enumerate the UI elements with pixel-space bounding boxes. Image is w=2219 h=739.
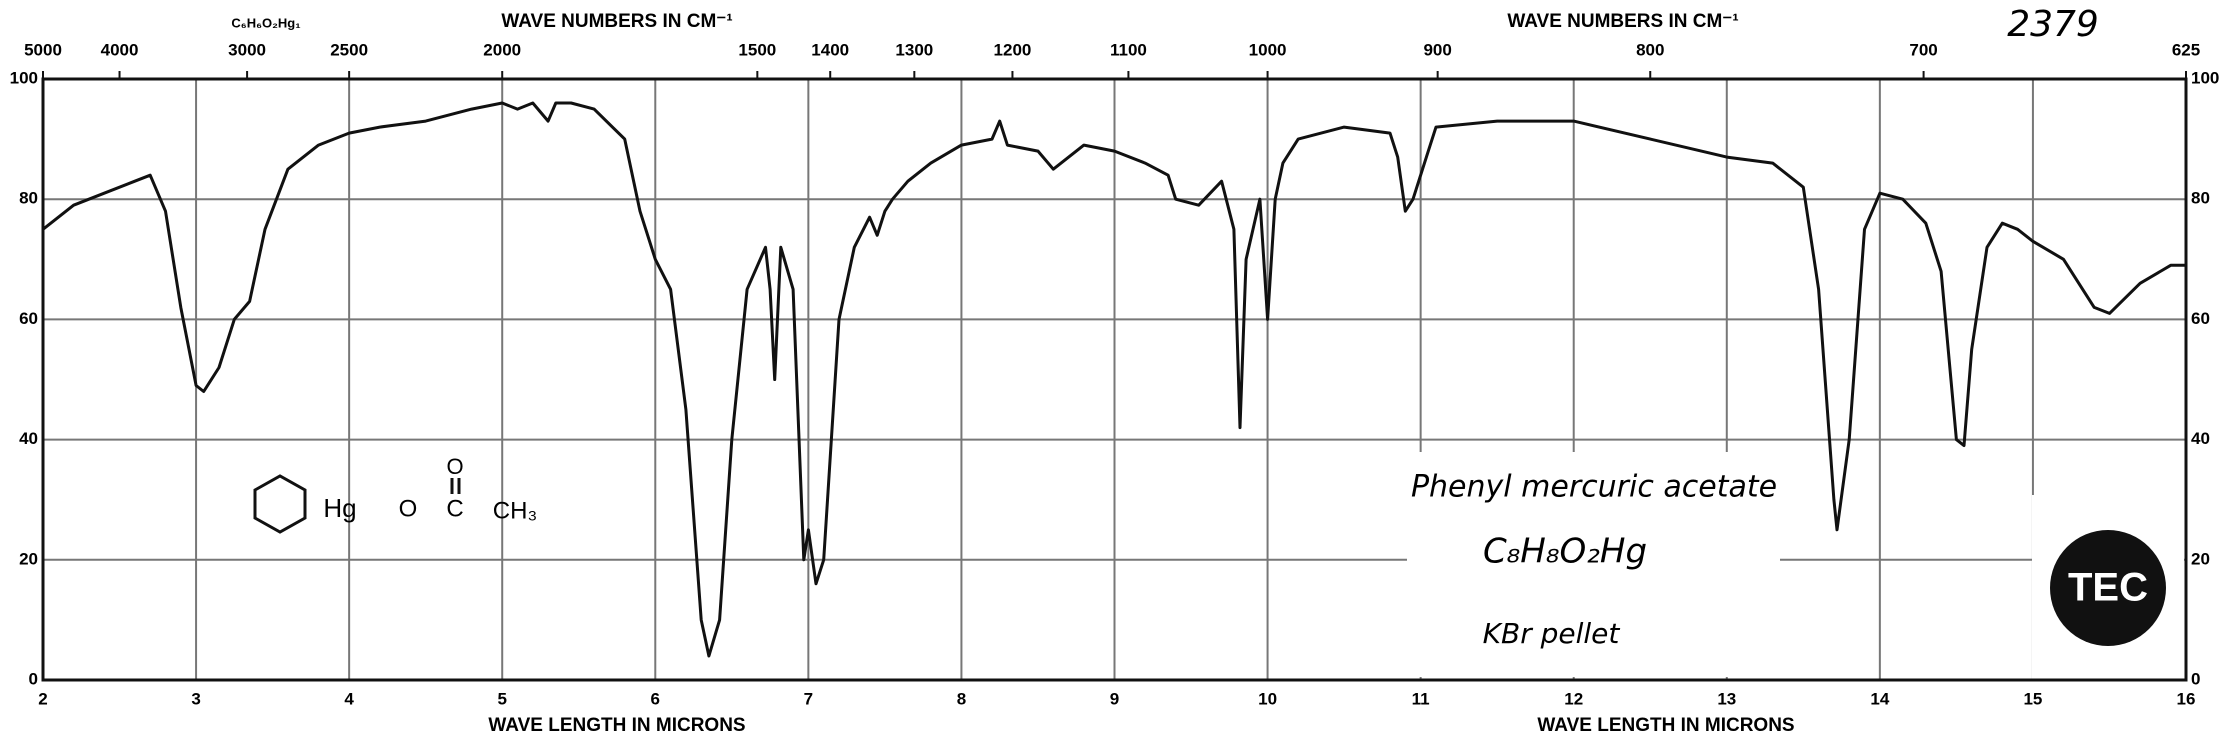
x-tick-label: 15 (2023, 689, 2042, 708)
y2-tick-label: 20 (2191, 549, 2210, 568)
structure-atom: CH₃ (493, 497, 537, 524)
y-tick-label: 60 (19, 309, 38, 328)
x2-axis-title: WAVE NUMBERS IN CM⁻¹ (1507, 11, 1738, 32)
x2-tick-label: 1200 (994, 40, 1032, 59)
x2-tick-label: 1500 (738, 40, 776, 59)
x2-tick-label: 1100 (1110, 40, 1147, 59)
spectrum-line (42, 101, 2186, 658)
plot-frame (41, 77, 2188, 682)
x-tick-label: 11 (1412, 689, 1430, 708)
y2-tick-label: 40 (2191, 429, 2210, 448)
x2-tick-label: 700 (1909, 40, 1937, 59)
y-tick-label: 20 (19, 549, 38, 568)
x2-tick-label: 900 (1423, 40, 1451, 59)
y2-tick-label: 0 (2191, 669, 2200, 688)
x-axis-title: WAVE LENGTH IN MICRONS (488, 715, 745, 736)
x-tick-label: 2 (38, 689, 47, 708)
label-box (1407, 452, 1780, 677)
x2-tick-label: 625 (2172, 40, 2200, 59)
x-tick-label: 9 (1110, 689, 1119, 708)
y-tick-label: 0 (29, 669, 38, 688)
x2-tick-label: 1400 (811, 40, 849, 59)
y-tick-label: 40 (19, 429, 38, 448)
x2-tick-label: 1300 (895, 40, 933, 59)
y-tick-label: 100 (10, 68, 38, 87)
y2-tick-label: 100 (2191, 68, 2219, 87)
x2-tick-label: 800 (1636, 40, 1664, 59)
x-tick-label: 12 (1564, 689, 1583, 708)
x2-tick-label: 1000 (1249, 40, 1287, 59)
compound-name: Phenyl mercuric acetate (1411, 470, 1777, 505)
x-tick-label: 5 (497, 689, 506, 708)
x-tick-label: 16 (2177, 689, 2196, 708)
x-tick-label: 6 (651, 689, 660, 708)
sample-prep: KBr pellet (1483, 617, 1621, 650)
logo-mark: TEC (2068, 566, 2148, 610)
structure-atom: O (399, 495, 418, 522)
logo (2050, 530, 2166, 646)
sample-number: 2379 (2007, 4, 2099, 45)
x-tick-label: 10 (1258, 689, 1277, 708)
x2-tick-label: 5000 (24, 40, 62, 59)
y2-tick-label: 60 (2191, 309, 2210, 328)
y2-tick-label: 80 (2191, 189, 2210, 208)
x2-tick-label: 3000 (228, 40, 266, 59)
structure-atom: C (446, 495, 463, 522)
x2-tick-label: 4000 (101, 40, 139, 59)
benzene-ring (253, 474, 307, 534)
x2-tick-label: 2500 (330, 40, 368, 59)
structure-atom: Hg (323, 493, 356, 523)
structure-atom: O (446, 454, 463, 479)
x-tick-label: 7 (804, 689, 813, 708)
y-tick-label: 80 (19, 189, 38, 208)
formula: C₈H₈O₂Hg (1483, 532, 1647, 572)
x-tick-label: 14 (1870, 689, 1889, 708)
x-axis-title: WAVE LENGTH IN MICRONS (1537, 715, 1794, 736)
x-tick-label: 13 (1717, 689, 1736, 708)
formula-note: C₆H₆O₂Hg₁ (231, 15, 300, 30)
x2-axis-title: WAVE NUMBERS IN CM⁻¹ (501, 11, 732, 32)
x-tick-label: 8 (957, 689, 966, 708)
x2-tick-label: 2000 (483, 40, 521, 59)
x-tick-label: 3 (191, 689, 200, 708)
x-tick-label: 4 (344, 689, 354, 708)
